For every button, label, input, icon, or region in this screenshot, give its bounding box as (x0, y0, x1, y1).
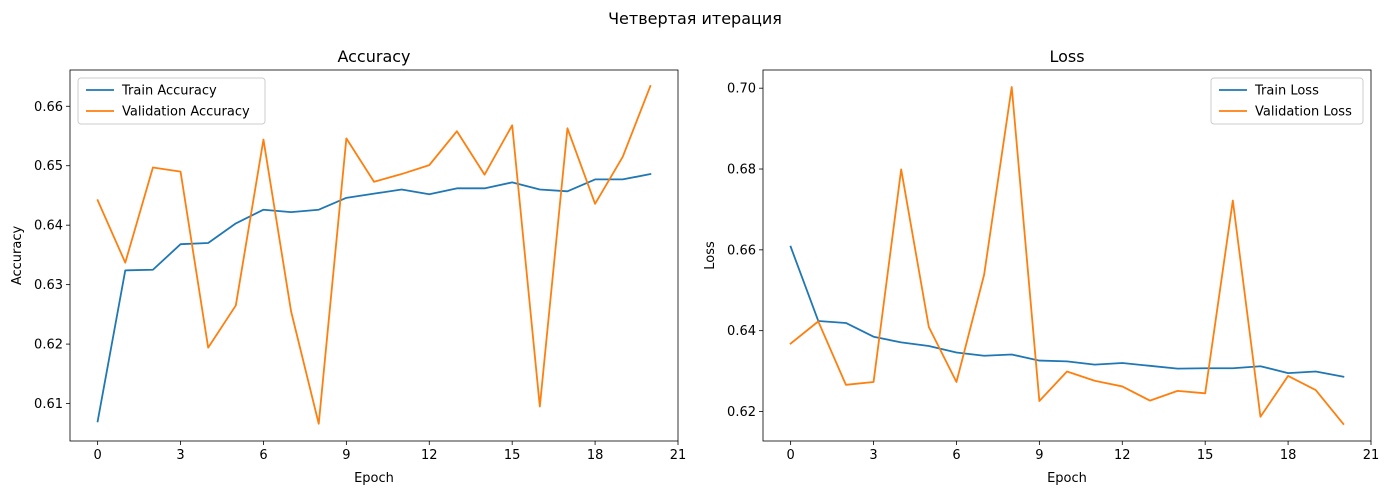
y-tick-label: 0.62 (727, 405, 756, 420)
y-tick-label: 0.62 (34, 338, 63, 353)
x-axis-label: Epoch (354, 471, 394, 486)
accuracy-chart: 0 3 6 9 12 15 18 21 0.61 0.62 0.63 0.64 0.65 0.66 Accu… (10, 47, 686, 486)
y-tick-label: 0.66 (34, 100, 63, 115)
x-tick-label: 21 (670, 448, 687, 463)
y-tick-label: 0.70 (727, 82, 756, 97)
x-tick-label: 6 (952, 448, 960, 463)
x-tick-label: 0 (93, 448, 101, 463)
series-line-validation-loss (789, 86, 1345, 426)
loss-chart: 0 3 6 9 12 15 18 21 0.62 0.64 0.66 0.68 0.70 Loss Epoc… (703, 47, 1379, 486)
chart-title: Loss (1049, 47, 1084, 66)
y-tick-label: 0.65 (34, 159, 63, 174)
series-line-train-loss (789, 245, 1345, 378)
x-tick-label: 18 (587, 448, 604, 463)
x-tick-label: 12 (421, 448, 438, 463)
x-tick-label: 9 (1035, 448, 1043, 463)
x-tick-label: 9 (342, 448, 350, 463)
x-tick-label: 12 (1114, 448, 1131, 463)
plot-area-frame (69, 69, 679, 442)
x-tick-label: 3 (176, 448, 184, 463)
y-axis-label: Loss (703, 241, 718, 270)
x-tick-label: 6 (259, 448, 267, 463)
y-axis-label: Accuracy (10, 226, 25, 286)
x-axis-label: Epoch (1047, 471, 1087, 486)
y-tick-label: 0.68 (727, 163, 756, 178)
y-tick-label: 0.64 (727, 324, 756, 339)
chart-title: Accuracy (337, 47, 410, 66)
series-line-validation-accuracy (96, 84, 652, 425)
plot-area-frame (762, 69, 1372, 442)
legend-label-validation-loss: Validation Loss (1255, 105, 1352, 120)
x-tick-label: 3 (869, 448, 877, 463)
y-tick-label: 0.66 (727, 243, 756, 258)
y-tick-label: 0.64 (34, 219, 63, 234)
legend-label-train-accuracy: Train Accuracy (121, 84, 217, 99)
x-tick-label: 15 (504, 448, 521, 463)
legend-box (1210, 77, 1364, 125)
x-tick-label: 21 (1363, 448, 1380, 463)
legend-label-train-loss: Train Loss (1254, 84, 1319, 99)
x-tick-label: 0 (786, 448, 794, 463)
x-tick-label: 18 (1280, 448, 1297, 463)
legend-box (77, 77, 266, 125)
y-tick-label: 0.63 (34, 278, 63, 293)
series-line-train-accuracy (96, 172, 652, 423)
legend: Train Loss Validation Loss (1210, 77, 1364, 125)
legend-label-validation-accuracy: Validation Accuracy (122, 105, 250, 120)
legend: Train Accuracy Validation Accuracy (77, 77, 266, 125)
x-tick-label: 15 (1197, 448, 1214, 463)
y-tick-label: 0.61 (34, 397, 63, 412)
figure-suptitle: Четвертая итерация (608, 9, 782, 28)
